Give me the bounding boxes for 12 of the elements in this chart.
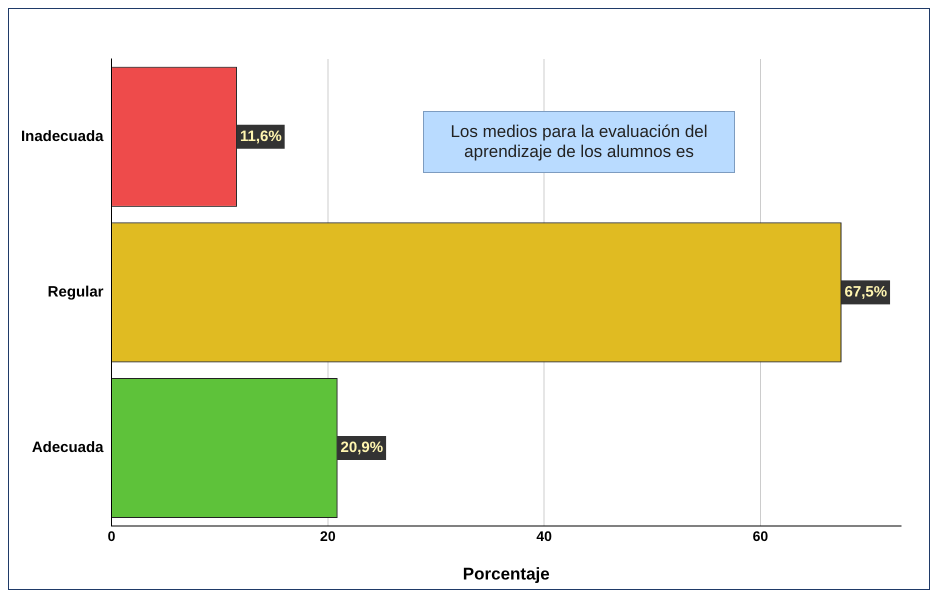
data-label: 20,9% xyxy=(340,439,384,456)
y-tick-label: Inadecuada xyxy=(21,128,104,145)
data-label: 67,5% xyxy=(844,284,888,301)
x-tick-label: 60 xyxy=(752,528,768,544)
x-tick-label: 40 xyxy=(536,528,552,544)
x-tick-label: 0 xyxy=(108,528,116,544)
x-axis-title: Porcentaje xyxy=(462,564,550,584)
data-label: 11,6% xyxy=(240,128,282,145)
text-box: Los medios para la evaluación del aprendizaje de los alumnos es xyxy=(423,111,735,173)
y-tick-label: Regular xyxy=(48,284,104,301)
x-tick-label: 20 xyxy=(320,528,336,544)
y-tick-label: Adecuada xyxy=(32,439,104,456)
